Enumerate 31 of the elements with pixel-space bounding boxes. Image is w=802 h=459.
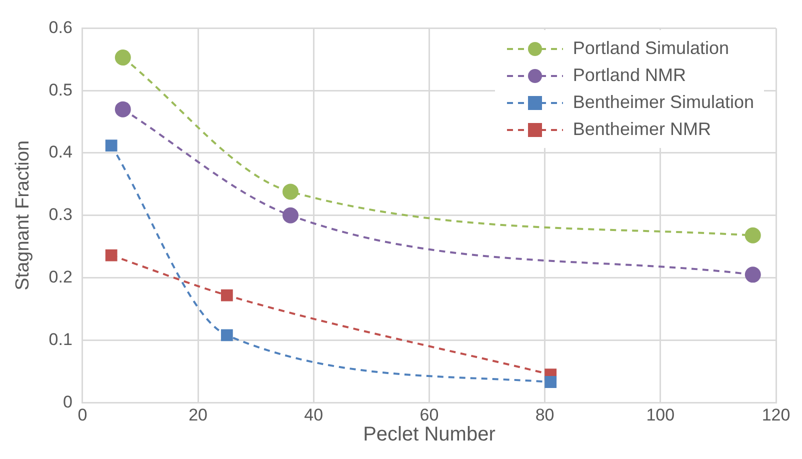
x-tick-label: 40 — [304, 405, 324, 424]
point — [220, 329, 233, 342]
y-tick-label: 0.5 — [48, 80, 72, 100]
legend-label: Portland NMR — [572, 65, 686, 86]
y-tick-label: 0 — [62, 392, 72, 412]
x-tick-label: 80 — [535, 405, 554, 424]
y-tick-label: 0.2 — [48, 267, 72, 286]
x-tick-label: 20 — [188, 405, 208, 424]
legend-label: Bentheimer Simulation — [572, 92, 754, 113]
legend-label: Portland Simulation — [572, 38, 729, 59]
point — [105, 140, 118, 152]
point — [282, 207, 299, 224]
x-tick-label: 100 — [646, 405, 675, 424]
point — [744, 266, 761, 283]
y-tick-label: 0.3 — [48, 205, 72, 224]
point — [744, 227, 761, 244]
y-tick-label: 0.4 — [48, 142, 72, 162]
x-tick-label: 120 — [762, 405, 790, 424]
y-tick-label: 0.1 — [48, 330, 72, 349]
x-tick-label: 60 — [420, 405, 439, 424]
y-axis-title: Stagnant Fraction — [12, 140, 34, 290]
point — [114, 50, 131, 66]
x-axis-title: Peclet Number — [363, 424, 496, 446]
point — [544, 376, 557, 388]
point — [220, 289, 233, 302]
point — [282, 184, 299, 200]
legend-label: Bentheimer NMR — [572, 119, 711, 140]
point — [105, 249, 118, 262]
x-tick-label: 0 — [78, 405, 88, 424]
point — [114, 101, 131, 118]
y-tick-label: 0.6 — [48, 18, 72, 37]
